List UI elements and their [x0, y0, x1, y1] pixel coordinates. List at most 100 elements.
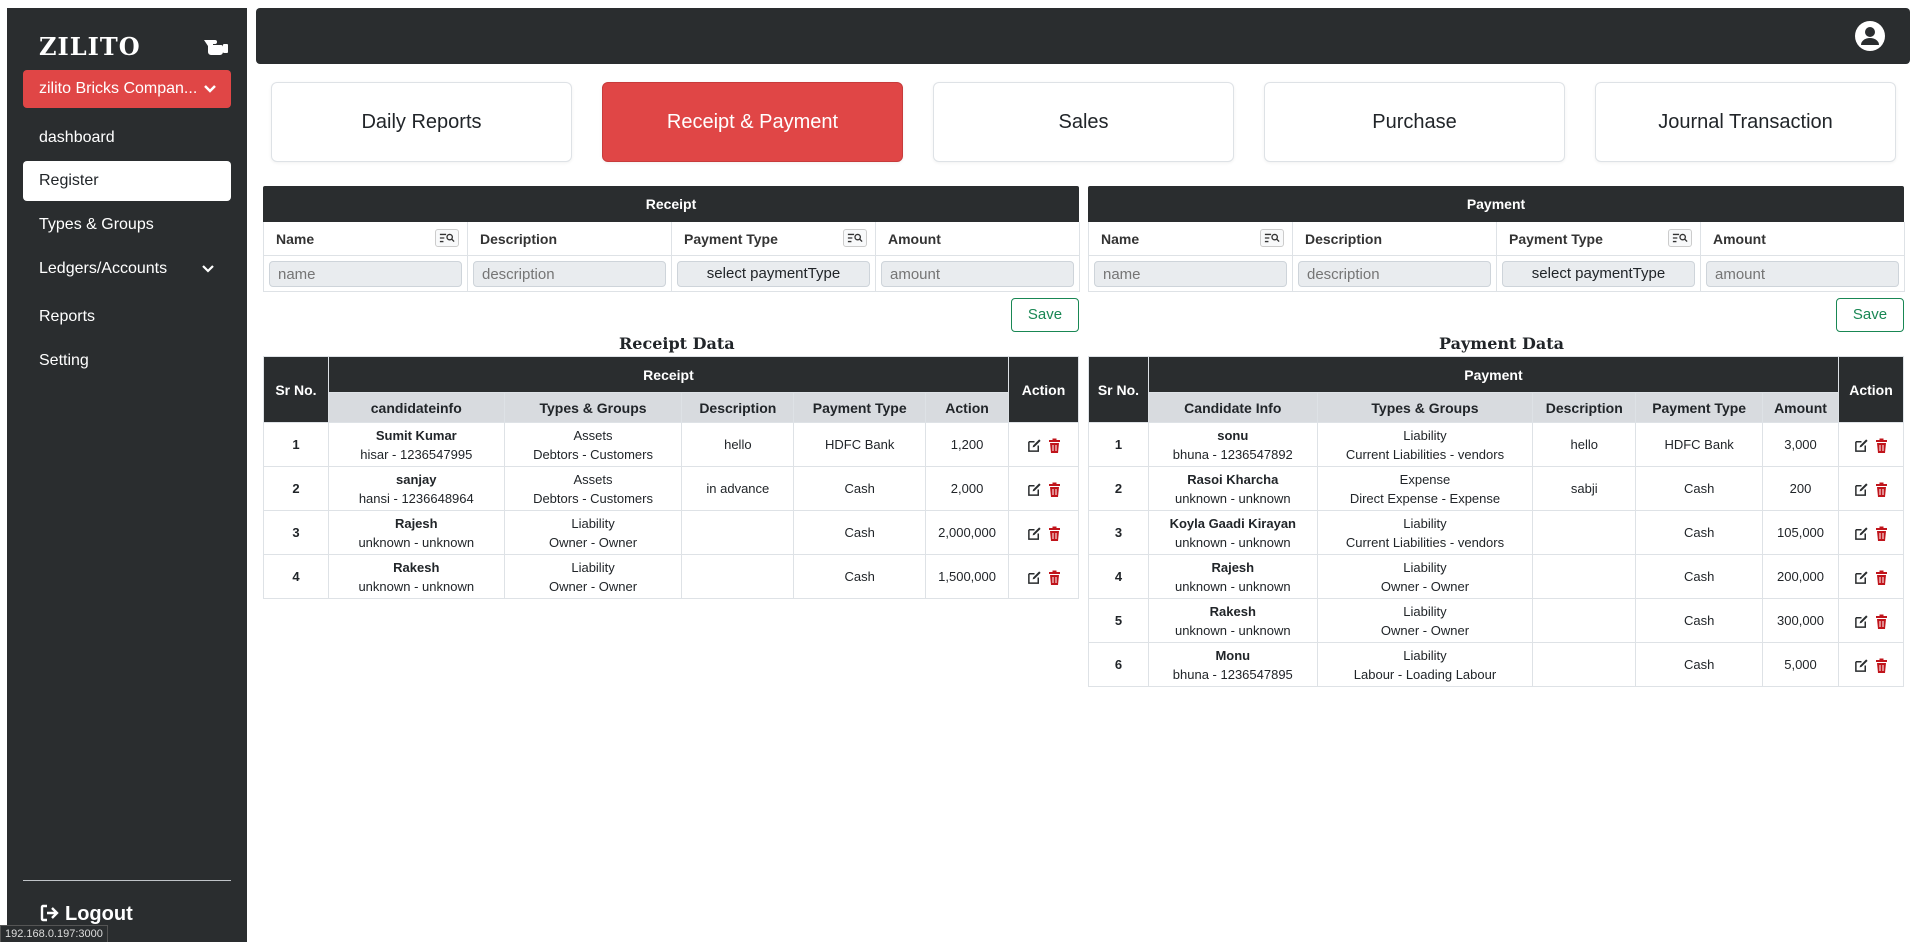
- tab-daily-reports[interactable]: Daily Reports: [271, 82, 572, 162]
- group-label: Owner - Owner: [1380, 622, 1470, 638]
- logout-button[interactable]: Logout: [39, 903, 133, 926]
- amount-header: Amount: [876, 222, 1080, 256]
- sidebar-divider: [23, 880, 231, 881]
- delete-icon[interactable]: [1048, 482, 1061, 498]
- company-selector[interactable]: zilito Bricks Compan...: [23, 70, 231, 108]
- column-header: Action: [925, 392, 1010, 423]
- receipt-amount-input[interactable]: [881, 261, 1074, 287]
- sidebar-item-reports[interactable]: Reports: [23, 297, 231, 337]
- edit-icon[interactable]: [1854, 658, 1869, 673]
- search-filter-icon[interactable]: [1260, 229, 1284, 247]
- edit-icon[interactable]: [1854, 482, 1869, 497]
- amount-cell: 300,000: [1762, 598, 1839, 643]
- column-header: Candidate Info: [1147, 392, 1318, 423]
- edit-icon[interactable]: [1854, 438, 1869, 453]
- sidebar-item-dashboard[interactable]: dashboard: [23, 118, 231, 158]
- payment-group-header: Payment: [1147, 356, 1839, 393]
- sr-no-cell: 4: [1088, 554, 1149, 599]
- payment-save-button[interactable]: Save: [1836, 298, 1904, 332]
- delete-icon[interactable]: [1875, 438, 1888, 454]
- type-group-cell: Liability Labour - Loading Labour: [1316, 642, 1534, 687]
- delete-icon[interactable]: [1875, 614, 1888, 630]
- delete-icon[interactable]: [1875, 482, 1888, 498]
- edit-icon[interactable]: [1854, 526, 1869, 541]
- column-header: Amount: [1762, 392, 1839, 423]
- name-header: Name: [264, 222, 468, 256]
- candidate-name: Monu: [1215, 647, 1251, 663]
- payment-type-header: Payment Type: [672, 222, 876, 256]
- payment-type-cell: HDFC Bank: [1635, 422, 1764, 467]
- delete-icon[interactable]: [1048, 570, 1061, 586]
- candidate-name: Rakesh: [1209, 603, 1256, 619]
- payment-type-cell: Cash: [793, 510, 927, 555]
- table-row: 1 sonu bhuna - 1236547892 Liability Current …: [1088, 422, 1905, 467]
- candidate-info: bhuna - 1236547892: [1172, 446, 1293, 462]
- candidate-cell: Sumit Kumar hisar - 1236547995: [327, 422, 505, 467]
- receipt-save-button[interactable]: Save: [1011, 298, 1079, 332]
- payment-description-input[interactable]: [1298, 261, 1491, 287]
- pointing-hand-icon[interactable]: [201, 32, 231, 56]
- candidate-name: Koyla Gaadi Kirayan: [1169, 515, 1297, 531]
- edit-icon[interactable]: [1027, 482, 1042, 497]
- amount-cell: 200,000: [1762, 554, 1839, 599]
- candidate-name: Rajesh: [1211, 559, 1255, 575]
- group-label: Debtors - Customers: [533, 490, 653, 506]
- description-cell: [681, 510, 795, 555]
- delete-icon[interactable]: [1048, 526, 1061, 542]
- delete-icon[interactable]: [1048, 438, 1061, 454]
- candidate-cell: Rakesh unknown - unknown: [327, 554, 505, 599]
- receipt-description-input[interactable]: [473, 261, 666, 287]
- sidebar-item-setting[interactable]: Setting: [23, 341, 231, 381]
- group-label: Owner - Owner: [1380, 578, 1470, 594]
- table-row: 3 Rajesh unknown - unknown Liability Owner -…: [263, 510, 1079, 555]
- brand-logo: ZILITO: [39, 32, 141, 61]
- delete-icon[interactable]: [1875, 658, 1888, 674]
- search-filter-icon[interactable]: [843, 229, 867, 247]
- payment-type-cell: Cash: [1635, 642, 1764, 687]
- candidate-name: Rasoi Kharcha: [1187, 471, 1279, 487]
- user-avatar-icon[interactable]: [1854, 20, 1886, 52]
- edit-icon[interactable]: [1027, 570, 1042, 585]
- chevron-down-icon: [202, 265, 214, 273]
- edit-icon[interactable]: [1027, 526, 1042, 541]
- payment-name-input[interactable]: [1094, 261, 1287, 287]
- amount-cell: 1,500,000: [925, 554, 1010, 599]
- receipt-name-input[interactable]: [269, 261, 462, 287]
- candidate-info: unknown - unknown: [1174, 490, 1291, 506]
- search-filter-icon[interactable]: [435, 229, 459, 247]
- payment-type-cell: Cash: [1635, 554, 1764, 599]
- type-group-cell: Liability Owner - Owner: [1316, 598, 1534, 643]
- delete-icon[interactable]: [1875, 526, 1888, 542]
- edit-icon[interactable]: [1027, 438, 1042, 453]
- sidebar-item-ledgers-accounts[interactable]: Ledgers/Accounts: [23, 249, 231, 289]
- payment-type-cell: Cash: [793, 554, 927, 599]
- edit-icon[interactable]: [1854, 570, 1869, 585]
- group-label: Owner - Owner: [548, 578, 638, 594]
- sidebar-item-register[interactable]: Register: [23, 161, 231, 201]
- search-filter-icon[interactable]: [1668, 229, 1692, 247]
- tab-purchase[interactable]: Purchase: [1264, 82, 1565, 162]
- payment-form-title: Payment: [1088, 186, 1904, 222]
- edit-icon[interactable]: [1854, 614, 1869, 629]
- group-label: Labour - Loading Labour: [1353, 666, 1497, 682]
- receipt-table-body: 1 Sumit Kumar hisar - 1236547995 Assets Debt…: [263, 422, 1079, 599]
- tab-receipt-payment[interactable]: Receipt & Payment: [602, 82, 903, 162]
- receipt-data-table: Sr No. Receipt Action candidateinfo Type…: [263, 356, 1079, 599]
- sidebar-item-types-groups[interactable]: Types & Groups: [23, 205, 231, 245]
- payment-amount-input[interactable]: [1706, 261, 1899, 287]
- receipt-payment-type-select[interactable]: select paymentType: [677, 261, 870, 287]
- candidate-info: hansi - 1236648964: [358, 490, 474, 506]
- group-label: Direct Expense - Expense: [1349, 490, 1501, 506]
- topbar: [256, 8, 1910, 64]
- tab-journal-transaction[interactable]: Journal Transaction: [1595, 82, 1896, 162]
- amount-header: Amount: [1701, 222, 1905, 256]
- column-header: Payment Type: [793, 392, 927, 423]
- description-header: Description: [1293, 222, 1497, 256]
- action-cell: [1008, 466, 1079, 511]
- sidebar-item-label: Setting: [39, 352, 89, 369]
- payment-payment-type-select[interactable]: select paymentType: [1502, 261, 1695, 287]
- tab-sales[interactable]: Sales: [933, 82, 1234, 162]
- name-header: Name: [1089, 222, 1293, 256]
- delete-icon[interactable]: [1875, 570, 1888, 586]
